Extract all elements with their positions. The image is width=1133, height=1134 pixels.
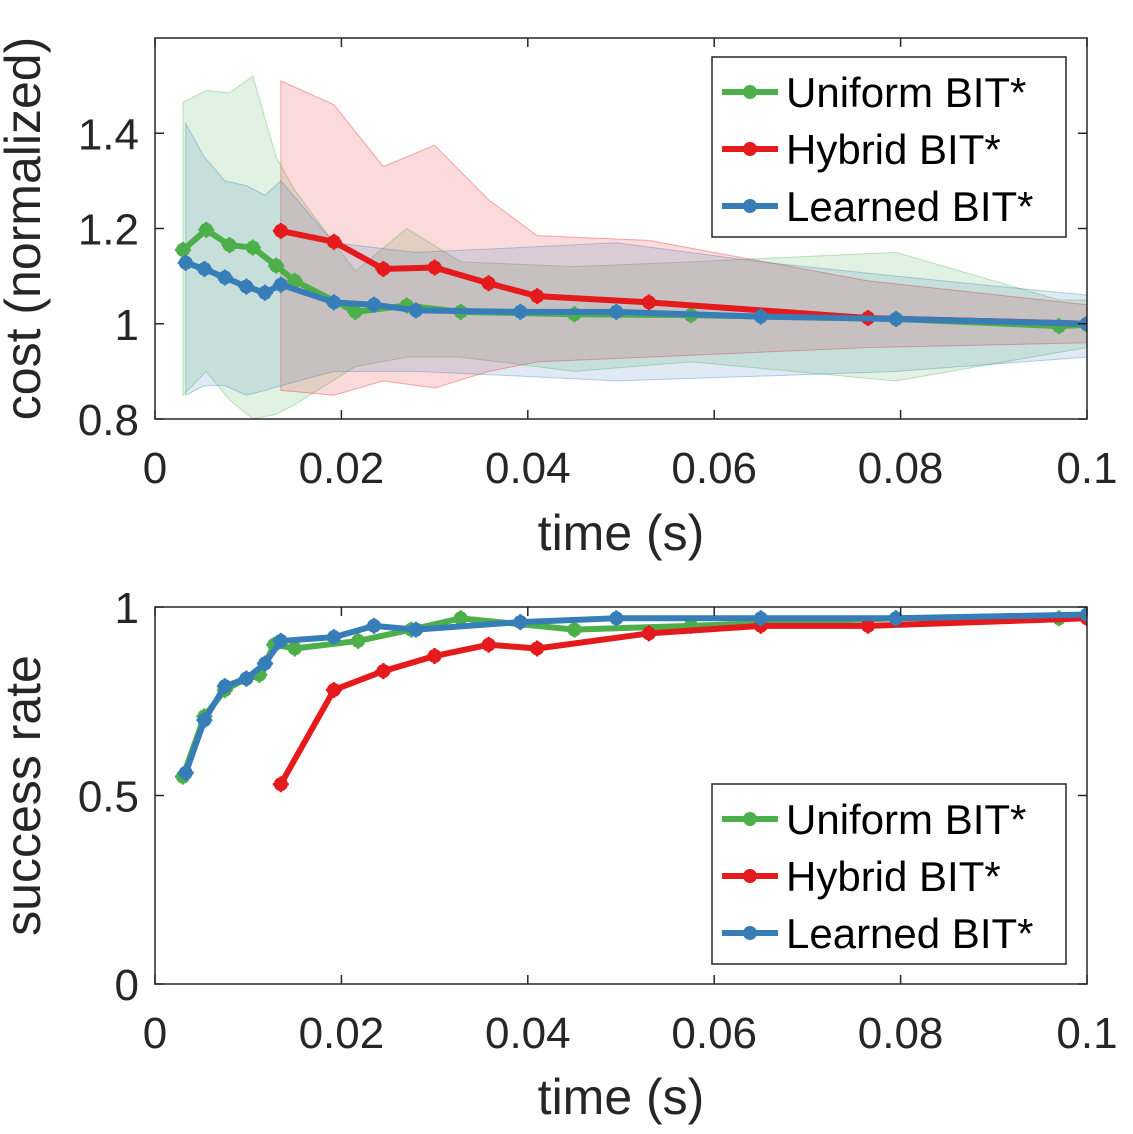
uniform-legend-marker — [743, 85, 757, 99]
learned-data-marker — [256, 284, 273, 301]
hybrid-legend-marker — [743, 142, 757, 156]
y-tick-label: 1.4 — [78, 110, 139, 159]
x-tick-label: 0.02 — [299, 1009, 385, 1058]
learned-data-marker — [752, 610, 769, 627]
cost-panel: 0 0.02 0.04 0.06 0.08 0.1 0.8 1 1.2 1.4 time (s) co… — [0, 37, 1118, 561]
plot-content — [174, 75, 1087, 419]
legend: Uniform BIT* Hybrid BIT* Learned BIT* — [711, 56, 1067, 238]
success-rate-panel: 0 0.02 0.04 0.06 0.08 0.1 0 0.5 1 time (s) success… — [0, 584, 1118, 1125]
x-tick-label: 0 — [143, 1009, 167, 1058]
learned-legend-label: Learned BIT* — [786, 183, 1034, 230]
learned-data-marker — [272, 632, 289, 649]
learned-data-marker — [608, 303, 625, 320]
learned-data-marker — [366, 617, 383, 634]
uniform-data-marker — [174, 241, 191, 258]
x-tick-label: 0.1 — [1056, 444, 1117, 493]
learned-legend-marker — [743, 926, 757, 940]
learned-data-marker — [196, 712, 213, 729]
legend: Uniform BIT* Hybrid BIT* Learned BIT* — [711, 783, 1067, 965]
learned-data-marker — [177, 764, 194, 781]
hybrid-data-marker — [272, 776, 289, 793]
uniform-data-marker — [268, 257, 285, 274]
learned-data-marker — [752, 308, 769, 325]
learned-data-marker — [238, 670, 255, 687]
uniform-confidence-band — [182, 75, 1087, 419]
hybrid-series-line — [277, 615, 1087, 788]
x-tick-label: 0.08 — [858, 444, 944, 493]
y-tick-label: 0.8 — [78, 396, 139, 445]
hybrid-data-marker — [529, 640, 546, 657]
x-tick-label: 0.06 — [671, 444, 757, 493]
x-tick-label: 0.04 — [485, 444, 571, 493]
hybrid-data-marker — [325, 681, 342, 698]
learned-data-marker — [325, 629, 342, 646]
x-axis-label: time (s) — [538, 505, 705, 561]
learned-legend-marker — [743, 199, 757, 213]
learned-confidence-band — [185, 121, 1087, 397]
y-tick-label: 0 — [115, 961, 139, 1010]
x-axis-label: time (s) — [538, 1069, 705, 1125]
learned-data-marker — [366, 296, 383, 313]
x-tick-label: 0.02 — [299, 444, 385, 493]
uniform-data-marker — [198, 221, 215, 238]
y-tick-label: 1.2 — [78, 206, 139, 255]
learned-data-marker — [512, 303, 529, 320]
learned-data-marker — [407, 302, 424, 319]
uniform-data-marker — [244, 239, 261, 256]
hybrid-data-marker — [480, 636, 497, 653]
hybrid-data-marker — [375, 663, 392, 680]
uniform-legend-label: Uniform BIT* — [786, 69, 1026, 116]
plot-content — [174, 607, 1087, 793]
learned-data-marker — [196, 260, 213, 277]
learned-data-marker — [216, 678, 233, 695]
hybrid-data-marker — [640, 294, 657, 311]
learned-data-marker — [256, 655, 273, 672]
uniform-data-marker — [350, 632, 367, 649]
learned-legend-label: Learned BIT* — [786, 910, 1034, 957]
learned-data-marker — [887, 610, 904, 627]
hybrid-legend-marker — [743, 869, 757, 883]
learned-data-marker — [1079, 607, 1087, 623]
hybrid-data-marker — [529, 288, 546, 305]
hybrid-data-marker — [375, 260, 392, 277]
uniform-data-marker — [566, 621, 583, 638]
hybrid-data-marker — [272, 222, 289, 239]
learned-data-marker — [272, 276, 289, 293]
learned-data-marker — [325, 294, 342, 311]
x-tick-label: 0 — [143, 444, 167, 493]
learned-data-marker — [512, 614, 529, 631]
learned-data-marker — [407, 621, 424, 638]
hybrid-data-marker — [480, 275, 497, 292]
hybrid-data-marker — [426, 259, 443, 276]
hybrid-data-marker — [426, 648, 443, 665]
y-tick-label: 1 — [115, 301, 139, 350]
learned-data-marker — [887, 310, 904, 327]
uniform-legend-marker — [743, 812, 757, 826]
y-axis-label: cost (normalized) — [0, 37, 51, 420]
learned-data-marker — [238, 278, 255, 295]
y-tick-label: 1 — [115, 584, 139, 633]
x-tick-label: 0.06 — [671, 1009, 757, 1058]
learned-data-marker — [177, 254, 194, 271]
hybrid-data-marker — [325, 233, 342, 250]
learned-data-marker — [608, 610, 625, 627]
x-tick-label: 0.1 — [1056, 1009, 1117, 1058]
hybrid-legend-label: Hybrid BIT* — [786, 126, 1001, 173]
learned-data-marker — [216, 269, 233, 286]
uniform-data-marker — [286, 640, 303, 657]
x-tick-label: 0.08 — [858, 1009, 944, 1058]
y-axis-label: success rate — [0, 655, 51, 936]
uniform-data-marker — [221, 237, 238, 254]
hybrid-legend-label: Hybrid BIT* — [786, 853, 1001, 900]
x-tick-label: 0.04 — [485, 1009, 571, 1058]
y-tick-label: 0.5 — [78, 773, 139, 822]
hybrid-data-marker — [640, 625, 657, 642]
uniform-legend-label: Uniform BIT* — [786, 796, 1026, 843]
